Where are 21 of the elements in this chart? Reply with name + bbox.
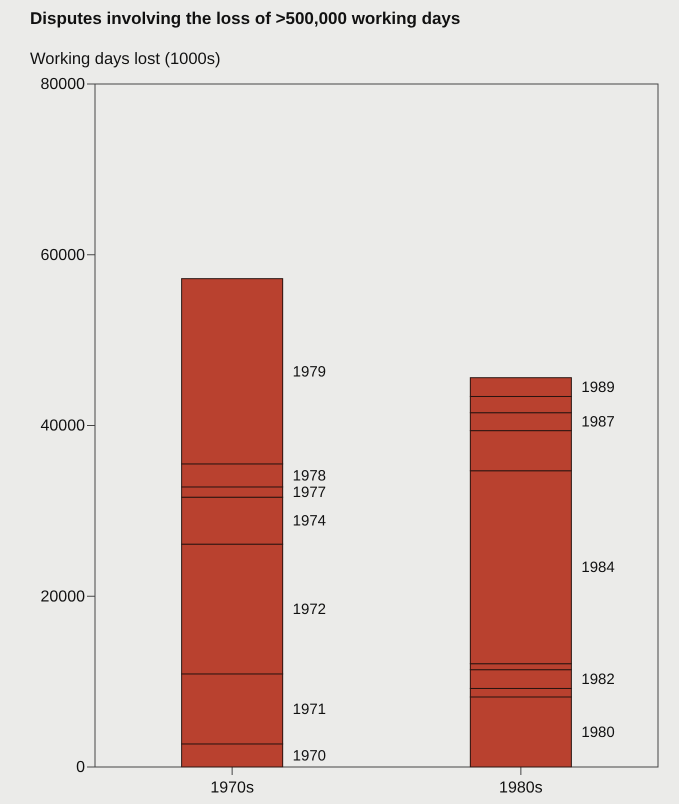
series-label: 1972 <box>292 601 326 618</box>
y-tick-label: 40000 <box>40 418 86 435</box>
series-label: 1970 <box>292 747 326 764</box>
y-tick-label: 80000 <box>40 76 86 94</box>
y-tick-label: 0 <box>76 759 86 776</box>
y-tick-label: 60000 <box>40 246 86 264</box>
series-label: 1989 <box>581 379 615 396</box>
chart-title: Disputes involving the loss of >500,000 working days <box>30 9 460 28</box>
x-tick-label: 1970s <box>210 779 254 796</box>
series-label: 1984 <box>581 559 615 576</box>
series-label: 1987 <box>581 414 615 431</box>
y-tick-label: 20000 <box>40 588 86 606</box>
series-label: 1982 <box>581 671 615 688</box>
series-label: 1977 <box>292 484 326 502</box>
series-label: 1978 <box>292 467 326 484</box>
series-label: 1974 <box>292 512 326 530</box>
series-label: 1980 <box>581 724 615 741</box>
series-label: 1979 <box>292 363 326 380</box>
x-tick-label: 1980s <box>499 779 543 796</box>
y-axis-title: Working days lost (1000s) <box>30 50 220 68</box>
series-label: 1971 <box>292 700 326 718</box>
